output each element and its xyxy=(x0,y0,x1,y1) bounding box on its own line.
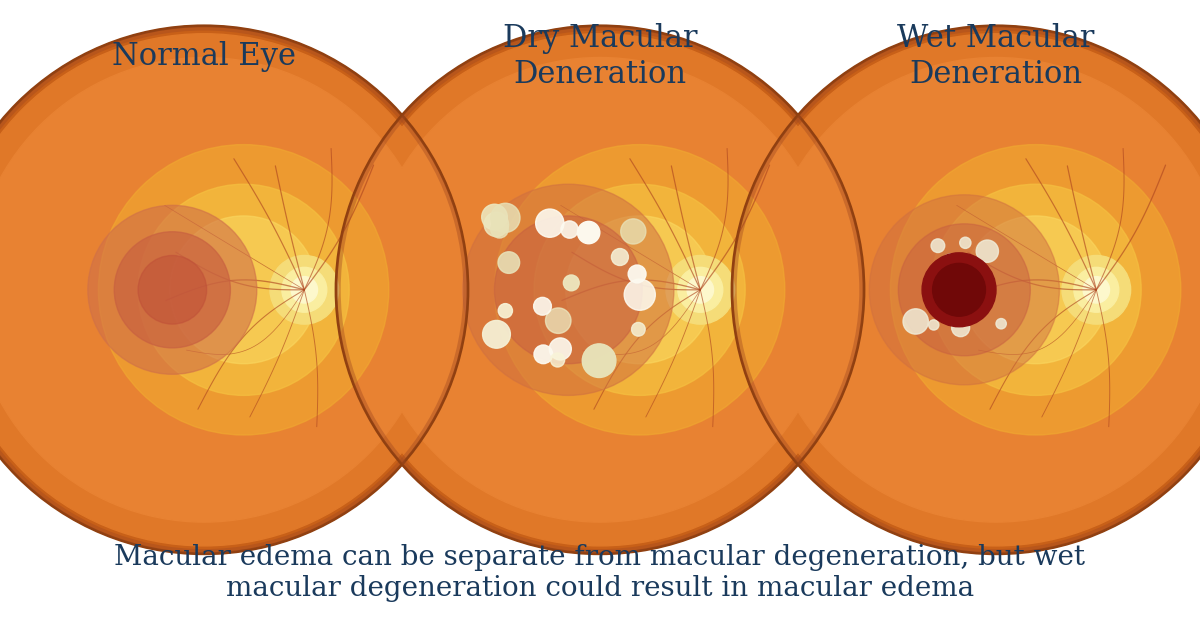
Text: Normal Eye: Normal Eye xyxy=(112,41,296,72)
Ellipse shape xyxy=(498,304,512,318)
Ellipse shape xyxy=(952,319,970,336)
Ellipse shape xyxy=(88,205,257,374)
Ellipse shape xyxy=(344,34,856,546)
Ellipse shape xyxy=(563,275,580,291)
Ellipse shape xyxy=(678,267,722,312)
Ellipse shape xyxy=(929,320,938,330)
Ellipse shape xyxy=(890,145,1181,435)
Ellipse shape xyxy=(1062,256,1130,324)
Ellipse shape xyxy=(169,216,318,364)
Ellipse shape xyxy=(546,308,571,333)
Ellipse shape xyxy=(491,203,520,232)
Ellipse shape xyxy=(535,209,564,238)
Ellipse shape xyxy=(550,338,571,360)
Ellipse shape xyxy=(498,252,520,273)
Text: Wet Macular
Deneration: Wet Macular Deneration xyxy=(898,23,1094,90)
Ellipse shape xyxy=(666,256,734,324)
Ellipse shape xyxy=(534,184,745,396)
Ellipse shape xyxy=(899,224,1031,356)
Ellipse shape xyxy=(114,232,230,348)
Ellipse shape xyxy=(463,184,674,396)
Ellipse shape xyxy=(336,26,864,554)
Ellipse shape xyxy=(560,221,578,238)
Ellipse shape xyxy=(582,344,616,377)
Ellipse shape xyxy=(960,237,971,248)
Ellipse shape xyxy=(481,204,508,230)
Ellipse shape xyxy=(612,248,629,265)
Ellipse shape xyxy=(904,309,929,334)
Ellipse shape xyxy=(931,239,944,253)
Ellipse shape xyxy=(930,184,1141,396)
Ellipse shape xyxy=(0,34,460,546)
Ellipse shape xyxy=(740,34,1200,546)
Ellipse shape xyxy=(631,323,646,336)
Ellipse shape xyxy=(976,240,998,262)
Ellipse shape xyxy=(0,57,437,522)
Ellipse shape xyxy=(138,184,349,396)
Text: Macular edema can be separate from macular degeneration, but wet
macular degener: Macular edema can be separate from macul… xyxy=(114,544,1086,602)
Ellipse shape xyxy=(1074,267,1118,312)
Ellipse shape xyxy=(138,256,206,324)
Ellipse shape xyxy=(98,145,389,435)
Ellipse shape xyxy=(763,57,1200,522)
Ellipse shape xyxy=(484,212,509,237)
Ellipse shape xyxy=(494,216,642,364)
Ellipse shape xyxy=(282,267,326,312)
Text: Dry Macular
Deneration: Dry Macular Deneration xyxy=(503,23,697,90)
Ellipse shape xyxy=(482,321,510,348)
Ellipse shape xyxy=(620,219,646,244)
Ellipse shape xyxy=(1084,277,1110,303)
Ellipse shape xyxy=(942,254,959,271)
Ellipse shape xyxy=(534,297,551,315)
Ellipse shape xyxy=(869,195,1060,385)
Ellipse shape xyxy=(270,256,338,324)
Ellipse shape xyxy=(494,145,785,435)
Ellipse shape xyxy=(0,26,468,554)
Ellipse shape xyxy=(367,57,833,522)
Ellipse shape xyxy=(292,277,318,303)
Ellipse shape xyxy=(688,277,714,303)
Ellipse shape xyxy=(938,305,949,316)
Ellipse shape xyxy=(941,304,959,323)
Ellipse shape xyxy=(491,220,509,238)
Ellipse shape xyxy=(732,26,1200,554)
Ellipse shape xyxy=(577,221,600,244)
Ellipse shape xyxy=(624,279,655,311)
Ellipse shape xyxy=(932,263,985,316)
Ellipse shape xyxy=(961,216,1110,364)
Ellipse shape xyxy=(996,319,1007,329)
Ellipse shape xyxy=(922,253,996,327)
Ellipse shape xyxy=(565,216,714,364)
Ellipse shape xyxy=(534,345,553,364)
Ellipse shape xyxy=(628,265,646,283)
Ellipse shape xyxy=(551,353,565,367)
